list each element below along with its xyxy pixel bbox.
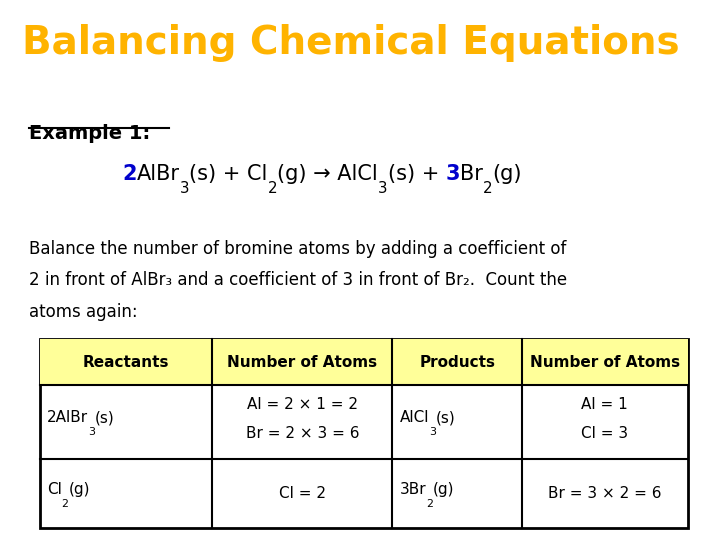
- Text: 3: 3: [429, 427, 436, 437]
- Text: Balancing Chemical Equations: Balancing Chemical Equations: [22, 24, 679, 62]
- Text: (g): (g): [68, 482, 90, 497]
- Text: Br = 3 × 2 = 6: Br = 3 × 2 = 6: [548, 487, 662, 501]
- Text: Example 1:: Example 1:: [29, 125, 150, 144]
- Text: 3: 3: [378, 181, 387, 196]
- Text: AlBr: AlBr: [137, 164, 180, 184]
- Text: (s) + Cl: (s) + Cl: [189, 164, 268, 184]
- Text: Products: Products: [419, 355, 495, 370]
- Text: (g): (g): [433, 482, 454, 497]
- Text: Reactants: Reactants: [83, 355, 169, 370]
- Text: 2 in front of AlBr₃ and a coefficient of 3 in front of Br₂.  Count the: 2 in front of AlBr₃ and a coefficient of…: [29, 271, 567, 289]
- Text: (g): (g): [492, 164, 522, 184]
- Text: Cl: Cl: [47, 482, 62, 497]
- Text: atoms again:: atoms again:: [29, 303, 138, 321]
- Text: 2: 2: [122, 164, 137, 184]
- Text: 3: 3: [446, 164, 460, 184]
- Text: Al = 2 × 1 = 2: Al = 2 × 1 = 2: [247, 397, 358, 412]
- Text: Cl = 2: Cl = 2: [279, 487, 326, 501]
- Text: Al = 1: Al = 1: [582, 397, 628, 412]
- Text: Number of Atoms: Number of Atoms: [530, 355, 680, 370]
- Text: (s): (s): [95, 410, 114, 426]
- Text: 2AlBr: 2AlBr: [47, 410, 88, 426]
- Text: 3: 3: [180, 181, 189, 196]
- Text: Br: Br: [460, 164, 483, 184]
- Text: Br = 2 × 3 = 6: Br = 2 × 3 = 6: [246, 426, 359, 441]
- Text: Balance the number of bromine atoms by adding a coefficient of: Balance the number of bromine atoms by a…: [29, 240, 566, 258]
- Text: 2: 2: [268, 181, 277, 196]
- Text: 3Br: 3Br: [400, 482, 426, 497]
- Text: 2: 2: [426, 499, 433, 509]
- Bar: [40, 339, 688, 386]
- Text: Cl = 3: Cl = 3: [581, 426, 629, 441]
- Text: 2: 2: [483, 181, 492, 196]
- Bar: [40, 339, 688, 529]
- Text: Number of Atoms: Number of Atoms: [228, 355, 377, 370]
- Text: 3: 3: [88, 427, 95, 437]
- Text: 2: 2: [62, 499, 68, 509]
- Text: AlCl: AlCl: [400, 410, 429, 426]
- Text: (s) +: (s) +: [387, 164, 446, 184]
- Text: (s): (s): [436, 410, 456, 426]
- Text: (g) → AlCl: (g) → AlCl: [277, 164, 378, 184]
